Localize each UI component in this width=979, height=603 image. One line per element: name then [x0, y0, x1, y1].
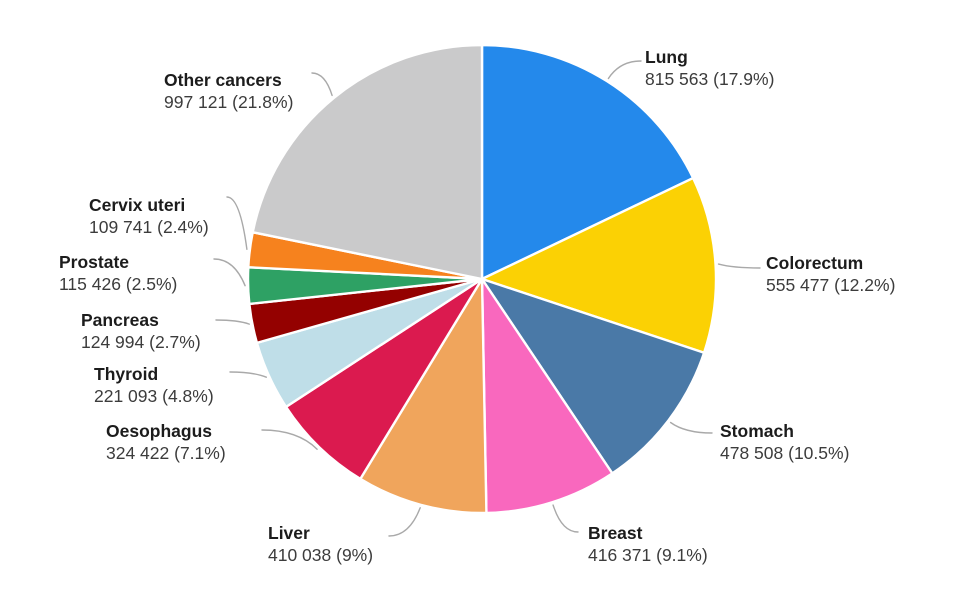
leader-line-stomach [669, 421, 713, 434]
slice-label-value: 221 093 (4.8%) [94, 386, 214, 406]
slice-label-value: 555 477 (12.2%) [766, 275, 896, 295]
pie-slice-colorectum[interactable] [480, 176, 718, 354]
slice-label-value: 478 508 (10.5%) [720, 443, 850, 463]
pie-slice-liver[interactable] [359, 277, 488, 515]
slice-label-thyroid: Thyroid 221 093 (4.8%) [94, 363, 214, 407]
leader-line-prostate [213, 258, 246, 287]
slice-label-value: 815 563 (17.9%) [645, 69, 775, 89]
slice-label-value: 124 994 (2.7%) [81, 332, 201, 352]
slice-label-name: Stomach [720, 421, 794, 441]
leader-lines-group [213, 60, 761, 537]
leader-line-liver [388, 507, 421, 537]
slice-label-name: Colorectum [766, 253, 864, 273]
slice-label-name: Oesophagus [106, 421, 212, 441]
slice-label-liver: Liver 410 038 (9%) [268, 522, 373, 566]
slice-label-value: 115 426 (2.5%) [59, 274, 178, 294]
pie-slice-stomach[interactable] [480, 277, 706, 475]
leader-line-pancreas [215, 319, 250, 325]
pie-slice-lung[interactable] [480, 43, 695, 281]
slice-label-value: 324 422 (7.1%) [106, 443, 226, 463]
slice-label-oesophagus: Oesophagus 324 422 (7.1%) [106, 420, 226, 464]
leader-line-breast [552, 504, 579, 533]
slice-label-cervix-uteri: Cervix uteri 109 741 (2.4%) [89, 194, 209, 238]
pie-slice-oesophagus[interactable] [284, 277, 484, 481]
slice-label-stomach: Stomach 478 508 (10.5%) [720, 420, 849, 464]
leader-line-lung [607, 60, 642, 80]
leader-line-oesophagus [261, 429, 318, 450]
slice-label-name: Other cancers [164, 70, 282, 90]
slice-label-name: Cervix uteri [89, 195, 186, 215]
leader-line-colorectum [717, 263, 761, 269]
leader-line-other-cancers [311, 72, 333, 97]
slice-label-name: Thyroid [94, 364, 159, 384]
slice-label-prostate: Prostate 115 426 (2.5%) [59, 251, 177, 295]
slice-label-colorectum: Colorectum 555 477 (12.2%) [766, 252, 895, 296]
slice-label-name: Prostate [59, 252, 130, 272]
slice-label-name: Liver [268, 523, 310, 543]
slice-label-value: 410 038 (9%) [268, 545, 374, 565]
slice-label-breast: Breast 416 371 (9.1%) [588, 522, 708, 566]
pie-slice-breast[interactable] [480, 277, 614, 515]
slice-label-pancreas: Pancreas 124 994 (2.7%) [81, 309, 201, 353]
slice-label-value: 997 121 (21.8%) [164, 92, 294, 112]
pie-slice-other-cancers[interactable] [251, 43, 484, 281]
leader-line-cervix-uteri [226, 196, 248, 250]
leader-line-thyroid [229, 371, 267, 378]
slice-label-value: 416 371 (9.1%) [588, 545, 708, 565]
pie-slices-group [246, 43, 718, 515]
slice-label-name: Pancreas [81, 310, 159, 330]
slice-label-value: 109 741 (2.4%) [89, 217, 209, 237]
slice-label-name: Breast [588, 523, 643, 543]
slice-label-lung: Lung 815 563 (17.9%) [645, 46, 774, 90]
slice-label-other-cancers: Other cancers 997 121 (21.8%) [164, 69, 293, 113]
slice-label-name: Lung [645, 47, 688, 67]
